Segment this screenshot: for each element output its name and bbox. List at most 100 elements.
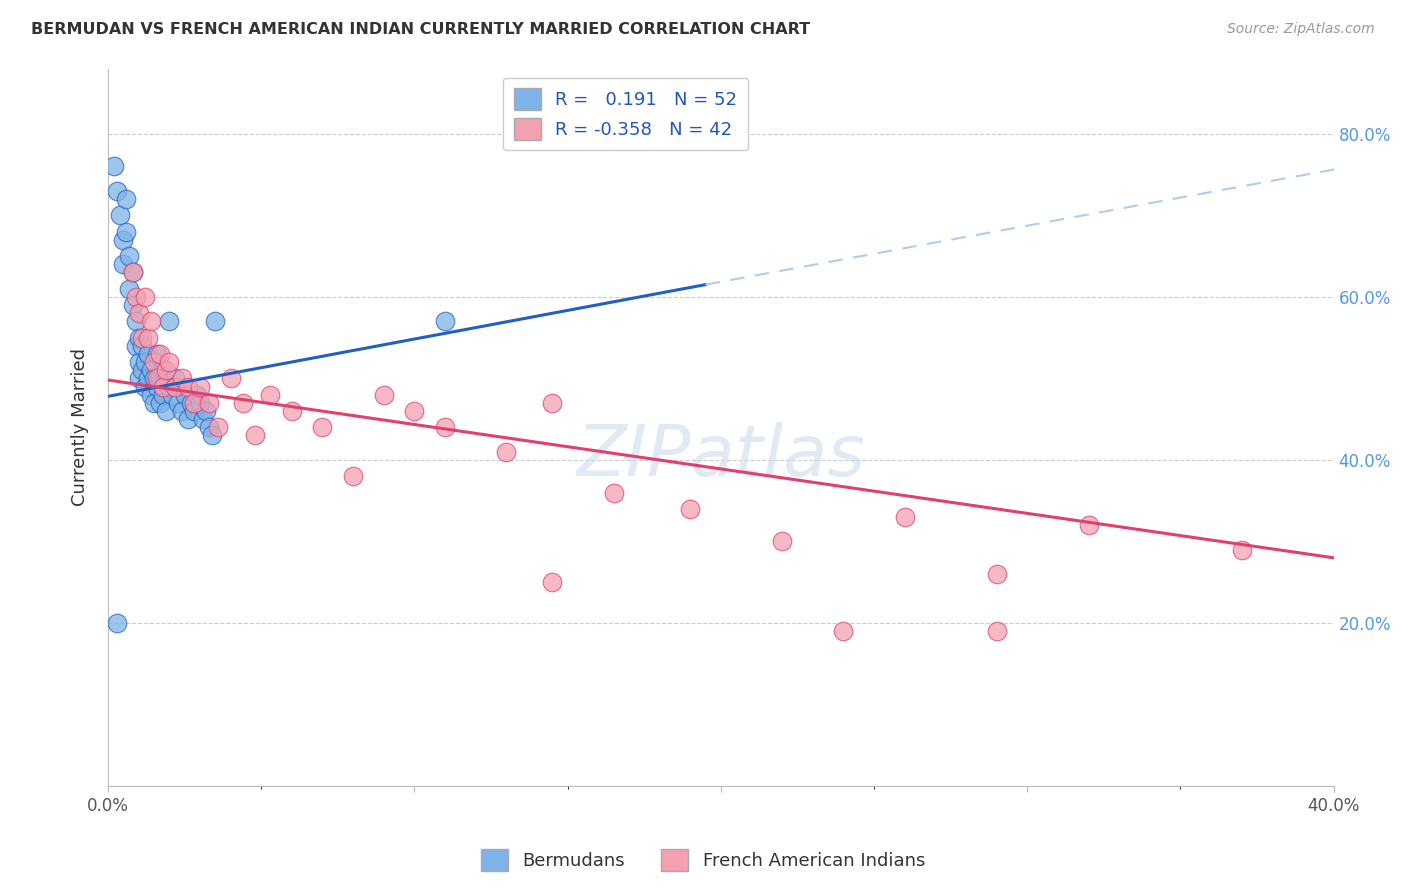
Point xyxy=(191,412,214,426)
Point xyxy=(128,306,150,320)
Y-axis label: Currently Married: Currently Married xyxy=(72,349,89,507)
Point xyxy=(155,363,177,377)
Point xyxy=(1230,542,1253,557)
Point xyxy=(139,388,162,402)
Point xyxy=(103,160,125,174)
Point xyxy=(149,396,172,410)
Legend: R =   0.191   N = 52, R = -0.358   N = 42: R = 0.191 N = 52, R = -0.358 N = 42 xyxy=(503,78,748,151)
Point xyxy=(165,379,187,393)
Point xyxy=(188,379,211,393)
Point xyxy=(142,396,165,410)
Point xyxy=(602,485,624,500)
Point xyxy=(115,192,138,206)
Point xyxy=(112,257,135,271)
Point xyxy=(121,265,143,279)
Point xyxy=(176,412,198,426)
Point xyxy=(149,347,172,361)
Point xyxy=(219,371,242,385)
Point xyxy=(128,331,150,345)
Point xyxy=(146,379,169,393)
Point xyxy=(832,624,855,639)
Point xyxy=(259,388,281,402)
Point xyxy=(495,444,517,458)
Point xyxy=(105,184,128,198)
Point xyxy=(404,404,426,418)
Point xyxy=(110,208,132,222)
Point xyxy=(115,225,138,239)
Point xyxy=(136,331,159,345)
Point xyxy=(180,396,202,410)
Legend: Bermudans, French American Indians: Bermudans, French American Indians xyxy=(474,842,932,879)
Point xyxy=(124,314,146,328)
Point xyxy=(1077,518,1099,533)
Point xyxy=(134,355,156,369)
Point xyxy=(152,388,174,402)
Point xyxy=(118,249,141,263)
Point xyxy=(770,534,793,549)
Point xyxy=(136,347,159,361)
Point xyxy=(118,282,141,296)
Point xyxy=(139,363,162,377)
Point xyxy=(198,420,221,434)
Point xyxy=(136,371,159,385)
Point xyxy=(165,371,187,385)
Point xyxy=(124,290,146,304)
Point xyxy=(131,339,153,353)
Point xyxy=(157,355,180,369)
Point xyxy=(128,371,150,385)
Point xyxy=(243,428,266,442)
Point xyxy=(157,314,180,328)
Text: BERMUDAN VS FRENCH AMERICAN INDIAN CURRENTLY MARRIED CORRELATION CHART: BERMUDAN VS FRENCH AMERICAN INDIAN CURRE… xyxy=(31,22,810,37)
Text: Source: ZipAtlas.com: Source: ZipAtlas.com xyxy=(1227,22,1375,37)
Point xyxy=(541,575,564,590)
Point xyxy=(146,371,169,385)
Point xyxy=(201,428,224,442)
Point xyxy=(155,404,177,418)
Point xyxy=(157,379,180,393)
Point xyxy=(186,388,208,402)
Point xyxy=(131,363,153,377)
Point xyxy=(207,420,229,434)
Point xyxy=(281,404,304,418)
Point xyxy=(142,355,165,369)
Point xyxy=(893,510,915,524)
Point xyxy=(149,371,172,385)
Point xyxy=(121,265,143,279)
Point xyxy=(986,624,1008,639)
Point xyxy=(128,355,150,369)
Point xyxy=(152,363,174,377)
Point xyxy=(162,388,184,402)
Point xyxy=(311,420,333,434)
Point xyxy=(134,290,156,304)
Point xyxy=(373,388,395,402)
Point xyxy=(232,396,254,410)
Point xyxy=(152,379,174,393)
Point xyxy=(112,233,135,247)
Point xyxy=(188,396,211,410)
Point xyxy=(183,404,205,418)
Point xyxy=(131,331,153,345)
Point xyxy=(167,396,190,410)
Point xyxy=(146,347,169,361)
Point xyxy=(198,396,221,410)
Point xyxy=(183,396,205,410)
Point xyxy=(434,420,457,434)
Point xyxy=(679,501,702,516)
Text: ZIPatlas: ZIPatlas xyxy=(576,422,865,491)
Point xyxy=(176,379,198,393)
Point xyxy=(342,469,364,483)
Point xyxy=(124,339,146,353)
Point xyxy=(139,314,162,328)
Point xyxy=(173,388,195,402)
Point xyxy=(541,396,564,410)
Point xyxy=(434,314,457,328)
Point xyxy=(204,314,226,328)
Point xyxy=(195,404,218,418)
Point xyxy=(105,615,128,630)
Point xyxy=(170,371,193,385)
Point xyxy=(142,371,165,385)
Point xyxy=(170,404,193,418)
Point xyxy=(121,298,143,312)
Point xyxy=(134,379,156,393)
Point xyxy=(986,567,1008,582)
